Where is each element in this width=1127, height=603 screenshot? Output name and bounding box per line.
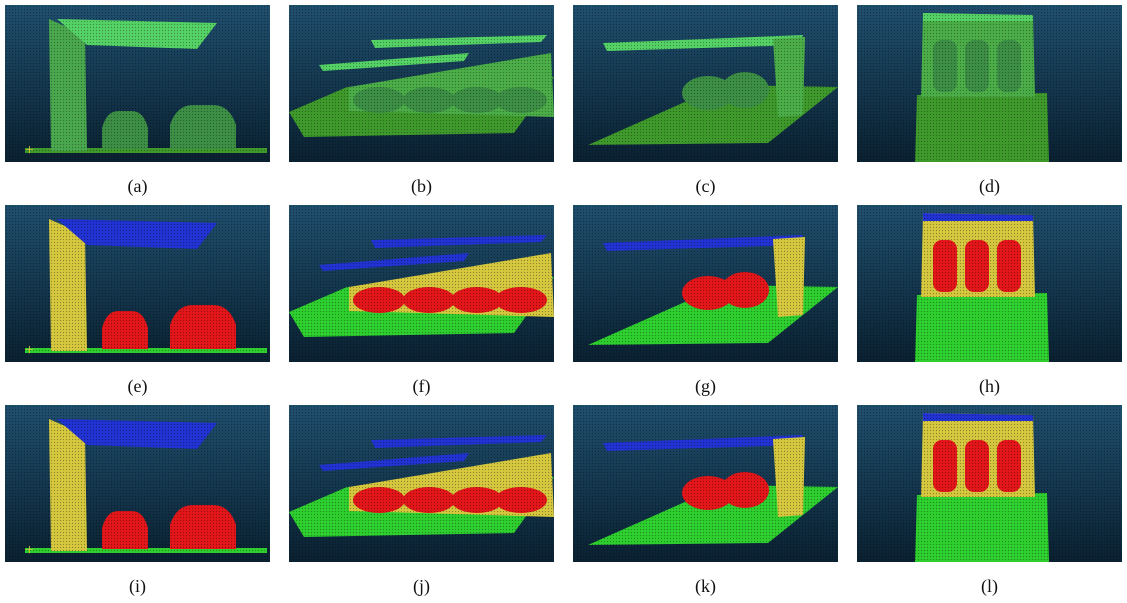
point-texture xyxy=(573,405,838,562)
point-texture xyxy=(289,205,554,362)
panel-label: (h) xyxy=(979,376,1000,397)
panel-label: (d) xyxy=(979,176,1000,197)
panel xyxy=(857,405,1122,562)
panel xyxy=(289,5,554,162)
panel: + xyxy=(5,405,270,562)
panel-label: (f) xyxy=(413,376,431,397)
point-texture xyxy=(289,405,554,562)
panel xyxy=(573,5,838,162)
panel-label: (a) xyxy=(128,176,148,197)
panel-label: (j) xyxy=(413,576,430,597)
point-texture xyxy=(5,5,270,162)
point-texture xyxy=(857,405,1122,562)
point-texture xyxy=(5,205,270,362)
panel-label: (b) xyxy=(411,176,432,197)
panel xyxy=(573,405,838,562)
page: +(a)(b)(c)(d)+(e)(f)(g)(h)+(i)(j)(k)(l) … xyxy=(0,0,1127,603)
panel-label: (g) xyxy=(695,376,716,397)
panel xyxy=(289,205,554,362)
point-texture xyxy=(573,205,838,362)
point-texture xyxy=(289,5,554,162)
panel-label: (e) xyxy=(128,376,148,397)
point-texture xyxy=(857,5,1122,162)
panel-label: (l) xyxy=(981,576,998,597)
figure: + (a) (b) (c) (d) + (e) (f) (g) (h) + (i) (j) (k) (l) xyxy=(0,0,1127,603)
panel-label: (i) xyxy=(129,576,146,597)
panel: + xyxy=(5,205,270,362)
point-texture xyxy=(5,405,270,562)
panel xyxy=(289,405,554,562)
panel-label: (k) xyxy=(695,576,716,597)
point-texture xyxy=(573,5,838,162)
panel-label: (c) xyxy=(696,176,716,197)
point-texture xyxy=(857,205,1122,362)
panel xyxy=(857,5,1122,162)
panel: + xyxy=(5,5,270,162)
panel xyxy=(857,205,1122,362)
panel xyxy=(573,205,838,362)
